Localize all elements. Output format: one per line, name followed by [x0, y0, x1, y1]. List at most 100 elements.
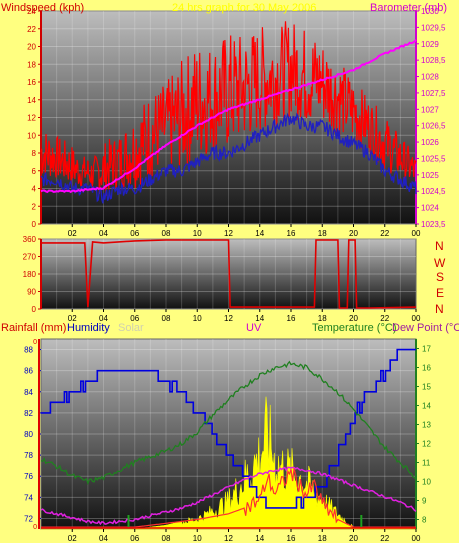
barometer-ytick-label: 1026 — [421, 138, 439, 147]
uv-axis-label: UV — [246, 322, 262, 334]
direction-xtick-label: 18 — [318, 314, 327, 323]
barometer-ytick-label: 1025,5 — [421, 154, 446, 163]
wind-xtick-label: 10 — [193, 229, 202, 238]
barometer-axis-label: Barometer (mb) — [370, 2, 448, 14]
temperature-ytick-label: 13 — [422, 421, 431, 430]
wind-ytick-label: 18 — [27, 60, 36, 69]
windspeed-series-line — [40, 21, 417, 196]
barometer-ytick-label: 1029,5 — [421, 23, 446, 32]
temperature-xtick-label: 02 — [68, 534, 77, 543]
humidity-ytick-label: 74 — [24, 493, 33, 502]
wind-xtick-label: 12 — [224, 229, 233, 238]
humidity-ytick-label: 88 — [24, 346, 33, 355]
wind-ytick-label: 16 — [27, 78, 36, 87]
wind-ytick-label: 4 — [32, 185, 37, 194]
wind-ytick-label: 0 — [32, 220, 37, 229]
wind-ytick-label: 24 — [27, 7, 36, 16]
direction-ytick-label: 90 — [27, 288, 36, 297]
direction-ytick-label: 270 — [23, 253, 37, 262]
direction-xtick-label: 16 — [287, 314, 296, 323]
temperature-xtick-label: 18 — [318, 534, 327, 543]
barometer-ytick-label: 1030 — [421, 7, 439, 16]
uv-series-line — [41, 468, 416, 528]
direction-letter-s: S — [436, 270, 445, 284]
wind-xtick-label: 02 — [68, 229, 77, 238]
wind-xtick-label: 22 — [380, 229, 389, 238]
temperature-xtick-label: 08 — [162, 534, 171, 543]
rainfall-ytick-label-top: 0 — [33, 339, 37, 346]
wind-xtick-label: 20 — [349, 229, 358, 238]
temperature-ytick-label: 16 — [422, 364, 431, 373]
humidity-axis-label: Humidity — [67, 322, 110, 334]
wind-xtick-label: 16 — [287, 229, 296, 238]
wind-direction-series-line — [41, 239, 417, 309]
direction-xtick-label: 04 — [99, 314, 108, 323]
wind-xtick-label: 14 — [255, 229, 264, 238]
direction-ytick-label: 180 — [23, 270, 37, 279]
temperature-ytick-label: 12 — [422, 440, 431, 449]
dewpoint-series-line — [40, 466, 417, 526]
direction-ytick-label: 0 — [32, 305, 37, 314]
humidity-ytick-label: 80 — [24, 430, 33, 439]
wind-ytick-label: 12 — [27, 114, 36, 123]
barometer-ytick-label: 1024,5 — [421, 187, 446, 196]
wind-ytick-label: 10 — [27, 131, 36, 140]
wind-xtick-label: 08 — [162, 229, 171, 238]
barometer-series-line — [40, 39, 417, 194]
barometer-ytick-label: 1027,5 — [421, 89, 446, 98]
barometer-ytick-label: 1026,5 — [421, 122, 446, 131]
wind-xtick-label: 04 — [99, 229, 108, 238]
barometer-ytick-label: 1028 — [421, 73, 439, 82]
wind-ytick-label: 6 — [32, 167, 37, 176]
temperature-ytick-label: 15 — [422, 383, 431, 392]
temperature-ytick-label: 10 — [422, 478, 431, 487]
solar-axis-label: Solar — [118, 322, 144, 334]
direction-xtick-label: 22 — [380, 314, 389, 323]
temperature-ytick-label: 8 — [422, 516, 427, 525]
humidity-ytick-label: 84 — [24, 388, 33, 397]
wind-xtick-label: 00 — [412, 229, 421, 238]
rainfall-ytick-label-bottom: 0 — [33, 524, 37, 531]
barometer-ytick-label: 1027 — [421, 105, 439, 114]
direction-letter-e: E — [436, 286, 445, 300]
humidity-ytick-label: 76 — [24, 472, 33, 481]
temperature-ytick-label: 14 — [422, 402, 431, 411]
barometer-ytick-label: 1025 — [421, 171, 439, 180]
wind-ytick-label: 22 — [27, 25, 36, 34]
barometer-ytick-label: 1023,5 — [421, 220, 446, 229]
direction-xtick-label: 02 — [68, 314, 77, 323]
temperature-ytick-label: 17 — [422, 345, 431, 354]
humidity-ytick-label: 78 — [24, 451, 33, 460]
barometer-ytick-label: 1028,5 — [421, 56, 446, 65]
humidity-ytick-label: 86 — [24, 367, 33, 376]
barometer-ytick-label: 1029 — [421, 40, 439, 49]
direction-letter-n-bottom: N — [435, 302, 444, 316]
temperature-ytick-label: 11 — [422, 459, 431, 468]
temperature-xtick-label: 10 — [193, 534, 202, 543]
temperature-xtick-label: 16 — [287, 534, 296, 543]
direction-xtick-label: 20 — [349, 314, 358, 323]
temperature-xtick-label: 22 — [380, 534, 389, 543]
temperature-xtick-label: 12 — [224, 534, 233, 543]
direction-letter-n-top: N — [435, 239, 444, 253]
direction-xtick-label: 08 — [162, 314, 171, 323]
direction-xtick-label: 12 — [224, 314, 233, 323]
direction-ytick-label: 360 — [23, 235, 37, 244]
direction-letter-w: W — [434, 256, 446, 270]
dewpoint-axis-label: Dew Point (°C — [392, 322, 459, 334]
wind-ytick-label: 2 — [32, 202, 37, 211]
temperature-xtick-label: 00 — [412, 534, 421, 543]
temperature-xtick-label: 14 — [255, 534, 264, 543]
humidity-series-line — [41, 348, 416, 509]
barometer-ytick-label: 1024 — [421, 204, 439, 213]
temperature-xtick-label: 20 — [349, 534, 358, 543]
wind-ytick-label: 20 — [27, 43, 36, 52]
direction-xtick-label: 06 — [130, 314, 139, 323]
average-wind-series-line — [40, 112, 417, 204]
rainfall-axis-label: Rainfall (mm) — [1, 322, 67, 334]
wind-xtick-label: 06 — [130, 229, 139, 238]
temperature-xtick-label: 04 — [99, 534, 108, 543]
wind-xtick-label: 18 — [318, 229, 327, 238]
